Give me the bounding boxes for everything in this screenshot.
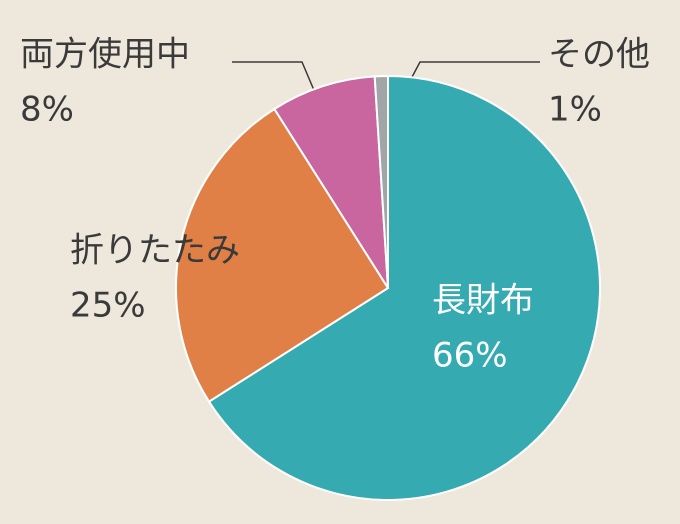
- slice-label: 折りたたみ: [70, 231, 240, 271]
- slice-value-label: 1%: [548, 90, 602, 130]
- pie-slice: [273, 75, 389, 289]
- slice-label: 両方使用中: [20, 35, 190, 75]
- slice-value-label: 66%: [432, 336, 508, 376]
- pie-slice: [207, 74, 601, 501]
- pie-slice: [373, 74, 389, 289]
- slice-value-label: 25%: [70, 286, 146, 326]
- slice-label: その他: [548, 35, 650, 75]
- pie-slice: [175, 107, 390, 403]
- slice-label: 長財布: [432, 281, 534, 321]
- slice-value-label: 8%: [20, 90, 74, 130]
